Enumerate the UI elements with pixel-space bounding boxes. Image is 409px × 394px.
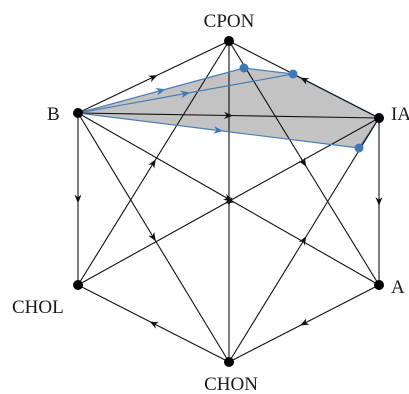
edge-b-cpon: [77, 40, 230, 114]
highlight-node-h3: [354, 143, 364, 153]
edge-b-chon: [77, 112, 230, 363]
edge-b-h2: [77, 73, 294, 114]
node-b: [73, 108, 83, 118]
node-label-a: A: [391, 277, 405, 298]
edge-b-h1: [77, 67, 245, 114]
edge-b-h3: [77, 112, 360, 149]
edge-chon-chol: [77, 284, 230, 363]
node-label-chon: CHON: [204, 374, 258, 394]
node-a: [374, 280, 384, 290]
edge-layer: [74, 40, 383, 363]
edge-chol-cpon: [77, 40, 230, 286]
edge-cpon-a: [228, 40, 380, 286]
node-label-chol: CHOL: [12, 297, 64, 318]
highlight-node-h2: [288, 69, 298, 79]
node-label-ia: IA: [391, 104, 409, 125]
node-cpon: [224, 36, 234, 46]
edge-b-ia: [77, 111, 380, 119]
node-label-b: B: [47, 104, 60, 125]
highlight-node-h1: [239, 63, 249, 73]
node-layer: [73, 36, 384, 367]
edge-chon-ia: [228, 117, 380, 363]
node-ia: [374, 113, 384, 123]
node-label-cpon: CPON: [204, 11, 255, 32]
node-chon: [224, 357, 234, 367]
edge-a-chon: [228, 284, 380, 363]
node-chol: [73, 280, 83, 290]
highlight-edge-layer: [77, 67, 360, 149]
